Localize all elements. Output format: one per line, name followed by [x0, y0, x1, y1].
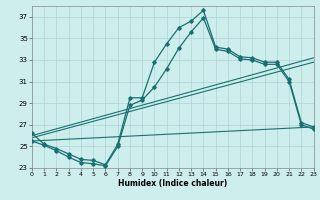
- X-axis label: Humidex (Indice chaleur): Humidex (Indice chaleur): [118, 179, 228, 188]
